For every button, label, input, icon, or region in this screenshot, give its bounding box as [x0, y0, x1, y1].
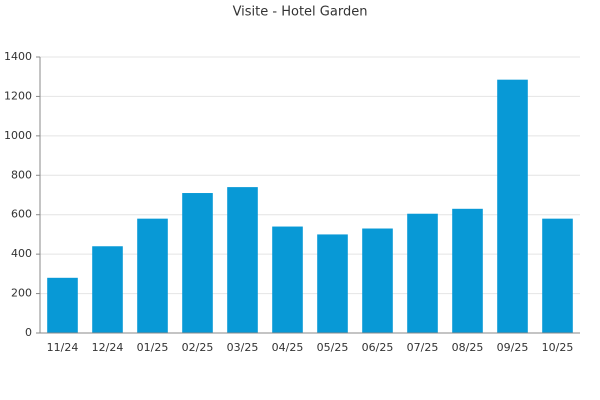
x-tick-label: 06/25	[362, 341, 394, 354]
bar	[182, 193, 213, 333]
chart-title: Visite - Hotel Garden	[233, 5, 368, 20]
bar	[47, 277, 78, 333]
x-tick-label: 04/25	[272, 341, 304, 354]
y-tick-label: 1400	[4, 50, 32, 63]
x-tick-label: 10/25	[542, 341, 574, 354]
y-tick-label: 400	[11, 247, 32, 260]
bar	[272, 226, 303, 333]
x-tick-label: 12/24	[92, 341, 124, 354]
y-tick-label: 0	[25, 326, 32, 339]
x-tick-label: 09/25	[497, 341, 529, 354]
x-tick-label: 05/25	[317, 341, 349, 354]
bar	[407, 213, 438, 333]
x-tick-label: 11/24	[47, 341, 79, 354]
bar	[227, 187, 258, 333]
y-tick-label: 1200	[4, 89, 32, 102]
x-tick-label: 03/25	[227, 341, 259, 354]
bar	[542, 218, 573, 333]
bar	[317, 234, 348, 333]
bar	[92, 246, 123, 333]
bar	[497, 79, 528, 334]
x-tick-label: 01/25	[137, 341, 169, 354]
bar	[137, 218, 168, 333]
x-tick-label: 07/25	[407, 341, 439, 354]
y-tick-label: 600	[11, 208, 32, 221]
x-tick-label: 02/25	[182, 341, 214, 354]
x-tick-label: 08/25	[452, 341, 484, 354]
y-tick-label: 1000	[4, 129, 32, 142]
bar	[362, 228, 393, 333]
y-tick-label: 800	[11, 168, 32, 181]
bar	[452, 208, 483, 333]
y-tick-label: 200	[11, 287, 32, 300]
